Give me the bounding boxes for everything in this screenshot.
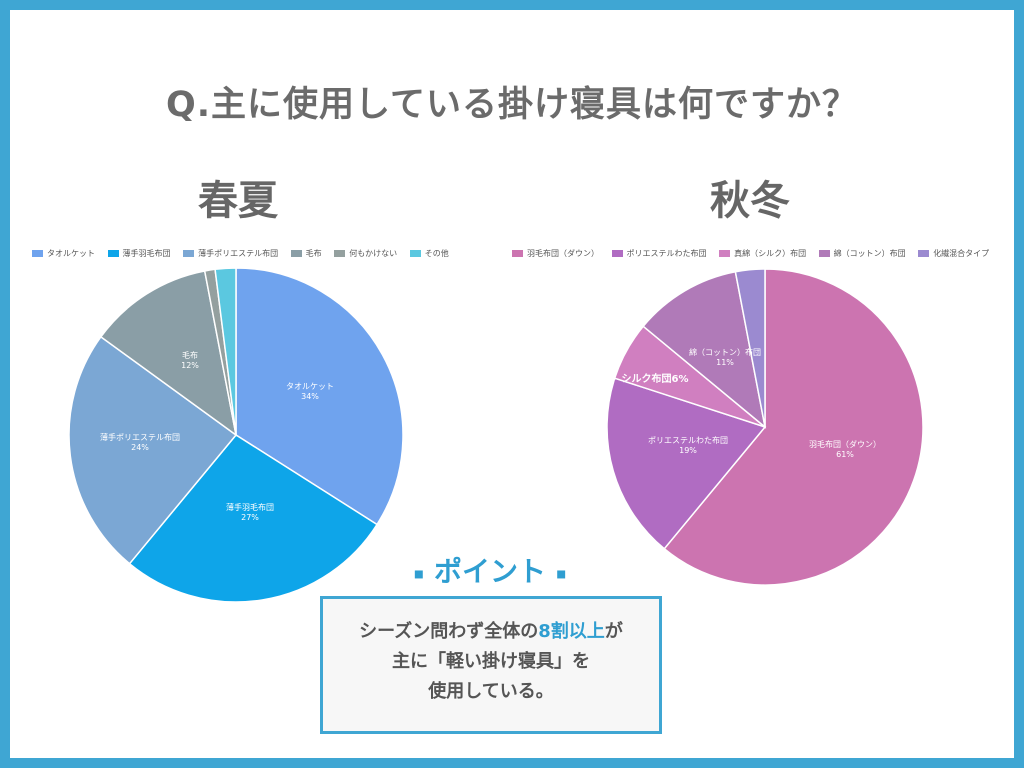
pie-slice xyxy=(99,270,238,437)
legend-label: タオルケット xyxy=(47,249,95,258)
legend-label: 真綿（シルク）布団 xyxy=(734,249,807,258)
legend-item: 羽毛布団（ダウン） xyxy=(512,248,599,259)
point-line-1b: が xyxy=(604,621,623,642)
pie-slice xyxy=(235,267,404,526)
point-line-1a: シーズン問わず全体の xyxy=(359,621,539,642)
legend-item: タオルケット xyxy=(32,248,95,259)
pie-slice xyxy=(68,335,238,565)
pie-slice xyxy=(663,268,924,586)
point-line-3: 使用している。 xyxy=(428,681,554,702)
legend-label: その他 xyxy=(424,249,449,258)
legend-label: 何もかけない xyxy=(349,249,398,258)
legend-label: 化繊混合タイプ xyxy=(933,249,990,258)
pie-slice xyxy=(642,270,767,429)
bullet-icon: ▪ xyxy=(413,563,425,583)
pie-slice xyxy=(606,377,767,550)
legend-item: 毛布 xyxy=(290,248,322,259)
point-title-text: ポイント xyxy=(433,555,546,588)
point-text: シーズン問わず全体の8割以上が 主に「軽い掛け寝具」を 使用している。 xyxy=(323,617,659,707)
slice-label: 羽毛布団（ダウン） 61% xyxy=(809,439,881,459)
legend-swatch xyxy=(719,250,731,257)
legend-item: 化繊混合タイプ xyxy=(918,248,989,259)
legend-swatch xyxy=(512,250,523,257)
slice-label: 毛布 12% xyxy=(181,350,199,370)
legend-swatch xyxy=(611,250,623,257)
legend-label: 綿（コットン）布団 xyxy=(833,249,906,258)
legend-label: 薄手ポリエステル布団 xyxy=(198,249,279,258)
slice-label: 薄手羽毛布団 27% xyxy=(226,502,274,522)
legend-item: 何もかけない xyxy=(334,248,397,259)
legend-item: 薄手ポリエステル布団 xyxy=(183,248,278,259)
point-line-2: 主に「軽い掛け寝具」を xyxy=(392,651,590,672)
legend-label: ポリエステルわた布団 xyxy=(626,249,707,258)
legend-item: 薄手羽毛布団 xyxy=(107,248,171,259)
legend-swatch xyxy=(409,250,421,257)
legend-swatch xyxy=(918,250,930,257)
pie-slice xyxy=(734,268,766,428)
legend-item: 真綿（シルク）布団 xyxy=(719,248,806,259)
bullet-icon: ▪ xyxy=(555,563,567,583)
legend-swatch xyxy=(818,250,830,257)
legend-label: 羽毛布団（ダウン） xyxy=(527,249,599,258)
legend-label: 毛布 xyxy=(305,249,322,258)
legend-item: その他 xyxy=(409,248,449,259)
legend-item: 綿（コットン）布団 xyxy=(818,248,906,259)
slice-label: タオルケット 34% xyxy=(286,382,334,401)
point-heading: ▪ ポイント ▪ xyxy=(400,550,580,590)
slice-label: シルク布団6% xyxy=(622,372,689,385)
pie-slice xyxy=(214,267,237,436)
legend-swatch xyxy=(107,250,119,257)
slice-label: 薄手ポリエステル布団 24% xyxy=(100,432,180,452)
slice-label: 綿（コットン）布団 11% xyxy=(689,347,761,367)
point-highlight: 8割以上 xyxy=(538,621,605,642)
point-line-1: シーズン問わず全体の8割以上が xyxy=(323,617,659,647)
legend-swatch xyxy=(183,250,195,257)
legend-swatch xyxy=(334,250,346,257)
legend-swatch xyxy=(290,250,302,257)
autumn-winter-title: 秋冬 xyxy=(710,178,790,224)
page-title: Q.主に使用している掛け寝具は何ですか？ xyxy=(165,85,858,125)
spring-summer-legend: タオルケット 薄手羽毛布団 薄手ポリエステル布団 毛布 何もかけない その他 xyxy=(32,248,459,259)
autumn-winter-legend: 羽毛布団（ダウン） ポリエステルわた布団 真綿（シルク）布団 綿（コットン）布団… xyxy=(512,248,999,259)
pie-slice xyxy=(128,434,379,603)
legend-label: 薄手羽毛布団 xyxy=(122,249,171,258)
slice-label: ポリエステルわた布団 19% xyxy=(648,435,728,455)
legend-item: ポリエステルわた布団 xyxy=(611,248,707,259)
legend-swatch xyxy=(32,250,43,257)
point-callout-box: シーズン問わず全体の8割以上が 主に「軽い掛け寝具」を 使用している。 xyxy=(320,596,662,734)
spring-summer-title: 春夏 xyxy=(198,178,278,224)
